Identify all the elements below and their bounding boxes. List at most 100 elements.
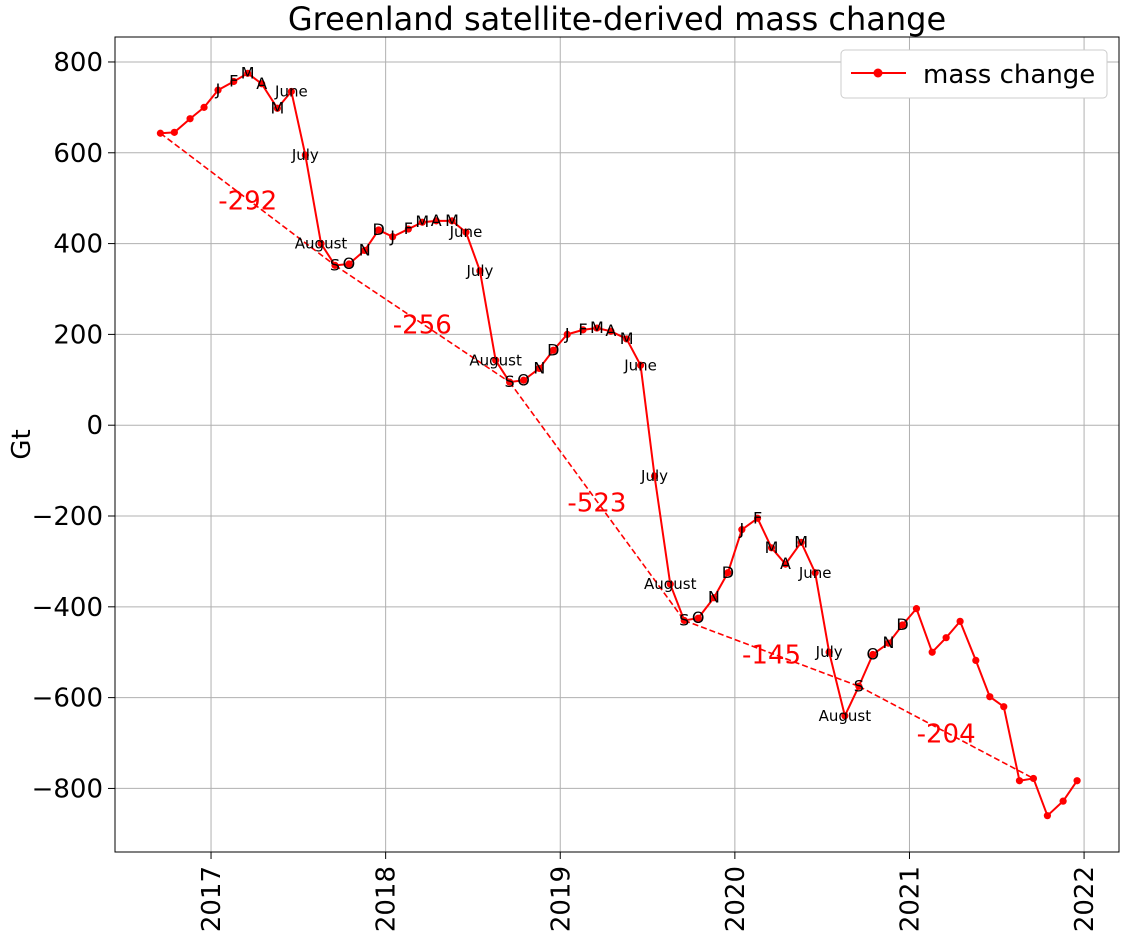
data-point (797, 538, 805, 546)
month-label: August (295, 235, 348, 253)
data-point (1015, 777, 1024, 785)
data-point (738, 526, 746, 534)
data-point (1073, 777, 1081, 785)
month-label: D (722, 563, 734, 582)
series-mass-change (156, 69, 1081, 820)
month-label: June (449, 223, 483, 241)
y-tick-label: −800 (32, 774, 103, 804)
data-point (258, 80, 266, 88)
month-label: N (883, 633, 895, 652)
month-label: N (533, 358, 545, 377)
month-label: F (753, 508, 762, 527)
data-point (549, 346, 557, 354)
month-label: N (359, 240, 371, 259)
data-point (811, 569, 819, 577)
data-point (607, 327, 615, 335)
data-point (942, 634, 950, 642)
trend-label: -145 (742, 640, 801, 670)
month-label: F (229, 71, 238, 90)
data-point (972, 656, 980, 664)
month-label: July (815, 643, 843, 661)
data-point (492, 356, 500, 364)
y-tick-label: 800 (53, 48, 103, 78)
trend-label: -292 (218, 186, 277, 216)
data-point (156, 129, 164, 137)
data-point (186, 115, 194, 123)
y-axis-title: Gt (7, 429, 37, 459)
trend-label: -256 (393, 311, 452, 341)
data-point (593, 324, 601, 332)
legend-box (840, 49, 1108, 99)
month-label: M (620, 329, 634, 348)
data-point (244, 69, 252, 77)
month-label: O (343, 254, 356, 273)
month-label: S (679, 610, 689, 629)
data-point (345, 260, 353, 268)
x-tick-label: 2021 (895, 866, 925, 932)
data-point (710, 594, 718, 602)
data-point (273, 104, 281, 112)
month-label: June (623, 356, 657, 374)
month-label: N (708, 588, 720, 607)
month-label: July (640, 467, 668, 485)
grid-lines (115, 37, 1119, 852)
month-label: A (780, 554, 791, 573)
y-tick-label: 400 (53, 230, 103, 260)
month-label: S (505, 372, 515, 391)
x-tick-label: 2017 (197, 866, 227, 932)
trend-lines (159, 132, 1034, 780)
month-label: J (738, 520, 744, 539)
data-point (694, 614, 702, 622)
data-point (753, 514, 762, 522)
y-tick-label: 0 (86, 411, 103, 441)
data-point (1059, 797, 1067, 805)
trend-line-segment (159, 132, 336, 267)
data-point (506, 378, 514, 386)
data-point (855, 682, 863, 690)
month-label: S (330, 255, 340, 274)
data-point (928, 648, 936, 656)
month-label: M (241, 63, 255, 82)
month-label: July (465, 262, 493, 280)
month-label: A (605, 321, 616, 340)
data-point (1029, 774, 1038, 783)
month-label: J (215, 80, 221, 99)
data-point (230, 77, 238, 86)
x-tick-label: 2022 (1070, 866, 1100, 932)
data-point (781, 560, 790, 568)
data-point (636, 361, 645, 369)
x-tick-label: 2018 (372, 866, 402, 932)
data-point (361, 246, 369, 254)
month-label: D (896, 615, 908, 634)
data-point (331, 261, 339, 269)
data-point (841, 712, 849, 720)
month-label: M (590, 318, 604, 337)
y-tick-label: 600 (53, 139, 103, 169)
month-label: M (415, 212, 429, 231)
month-label: M (794, 532, 808, 551)
legend: mass change (840, 49, 1108, 99)
data-point (432, 217, 440, 225)
x-tick-label: 2019 (546, 866, 576, 932)
data-point (898, 621, 907, 629)
data-point (623, 335, 631, 343)
data-point (287, 87, 295, 96)
chart-title: Greenland satellite-derived mass change (288, 0, 946, 38)
data-point (462, 228, 470, 236)
month-label: M (270, 98, 284, 117)
y-tick-label: −400 (32, 593, 103, 623)
data-point (170, 128, 178, 136)
month-label: A (431, 211, 442, 230)
data-point (724, 569, 732, 577)
data-point (301, 151, 309, 159)
month-label: M (445, 211, 459, 230)
data-point (200, 103, 208, 111)
data-point (956, 617, 964, 625)
data-point (375, 226, 383, 234)
month-label: July (291, 146, 319, 164)
legend-marker-swatch (873, 68, 883, 78)
data-point (535, 364, 543, 373)
month-label: June (274, 82, 308, 100)
data-point (579, 326, 587, 334)
